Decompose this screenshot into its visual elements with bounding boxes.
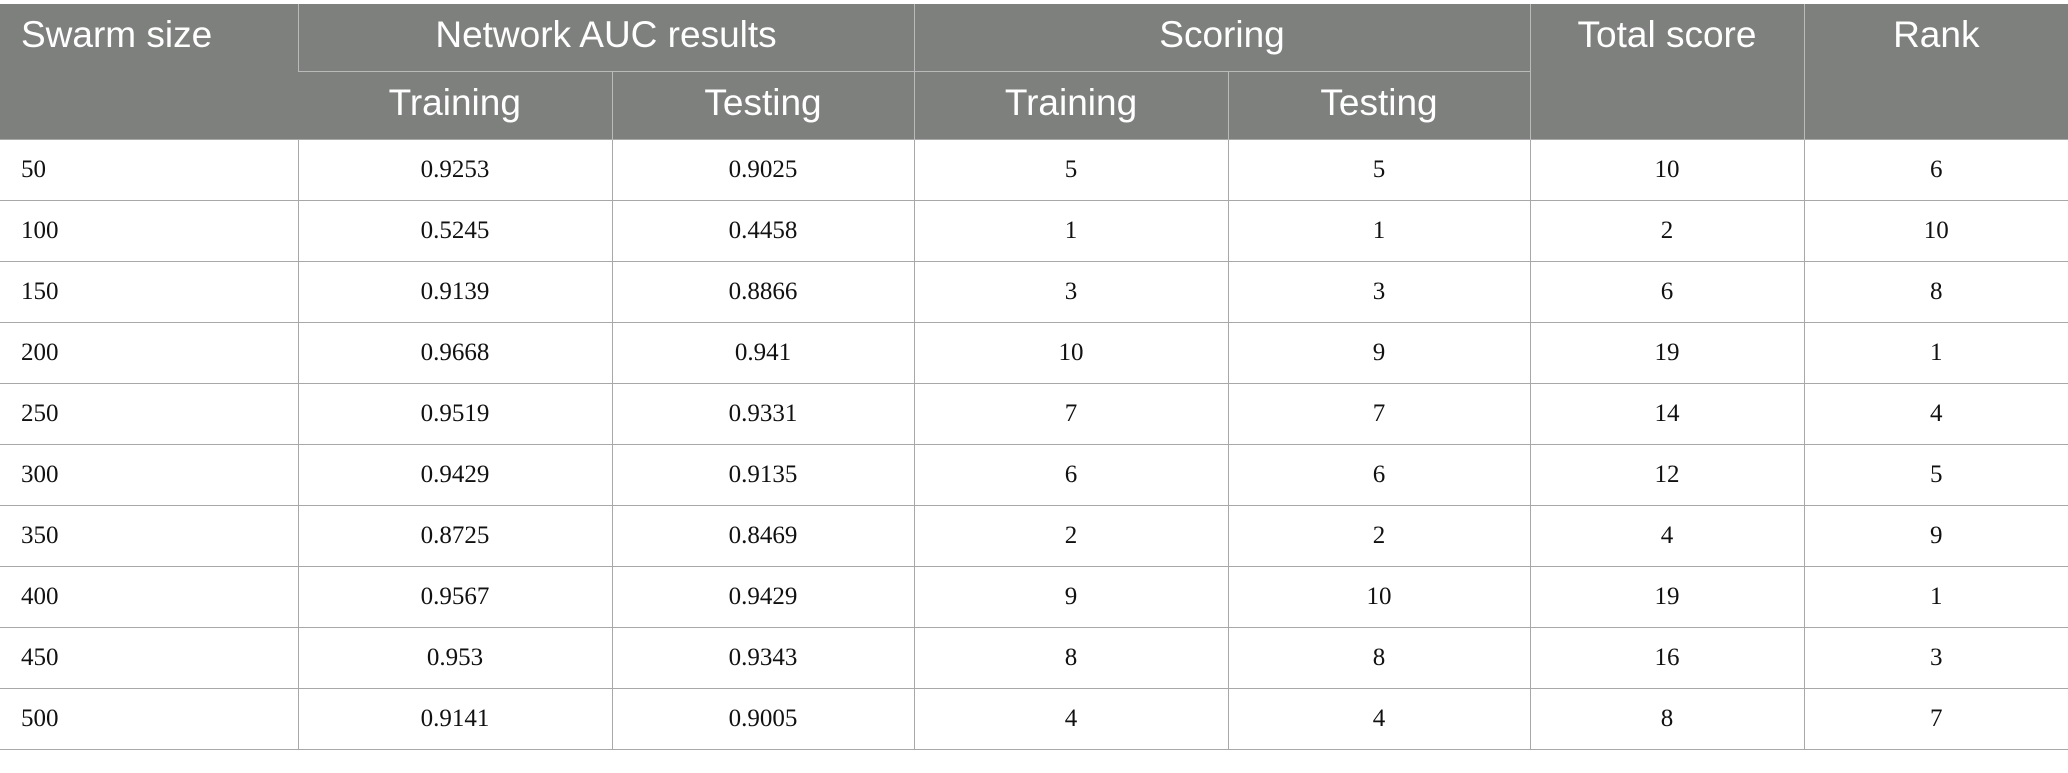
table-row: 50 0.9253 0.9025 5 5 10 6	[0, 138, 2068, 200]
table-row: 200 0.9668 0.941 10 9 19 1	[0, 321, 2068, 383]
cell-swarm-size: 500	[0, 687, 298, 750]
header-scoring: Scoring	[913, 4, 1531, 71]
cell-scoring-testing: 5	[1227, 138, 1531, 200]
cell-auc-training: 0.9139	[297, 260, 612, 322]
cell-scoring-testing: 2	[1227, 504, 1531, 566]
cell-total-score: 2	[1529, 199, 1805, 261]
cell-auc-training: 0.9567	[297, 565, 612, 627]
cell-auc-testing: 0.8866	[611, 260, 914, 322]
cell-rank: 1	[1803, 321, 2068, 383]
cell-rank: 9	[1803, 504, 2068, 566]
cell-scoring-testing: 3	[1227, 260, 1531, 322]
table-row: 350 0.8725 0.8469 2 2 4 9	[0, 504, 2068, 566]
cell-rank: 8	[1803, 260, 2068, 322]
cell-scoring-testing: 1	[1227, 199, 1531, 261]
cell-total-score: 14	[1529, 382, 1805, 444]
cell-scoring-training: 6	[913, 443, 1228, 505]
header-scoring-testing: Testing	[1227, 70, 1531, 139]
cell-scoring-training: 3	[913, 260, 1228, 322]
cell-swarm-size: 450	[0, 626, 298, 688]
cell-auc-testing: 0.9343	[611, 626, 914, 688]
cell-scoring-testing: 7	[1227, 382, 1531, 444]
cell-total-score: 16	[1529, 626, 1805, 688]
header-swarm-size: Swarm size	[0, 4, 298, 139]
header-network-auc-results: Network AUC results	[297, 4, 914, 71]
table-row: 100 0.5245 0.4458 1 1 2 10	[0, 199, 2068, 261]
cell-total-score: 12	[1529, 443, 1805, 505]
cell-scoring-training: 8	[913, 626, 1228, 688]
results-table: Swarm size Network AUC results Scoring T…	[0, 4, 2068, 750]
cell-scoring-testing: 4	[1227, 687, 1531, 750]
cell-total-score: 10	[1529, 138, 1805, 200]
cell-scoring-training: 10	[913, 321, 1228, 383]
table-row: 150 0.9139 0.8866 3 3 6 8	[0, 260, 2068, 322]
header-scoring-training: Training	[913, 70, 1228, 139]
cell-auc-testing: 0.9135	[611, 443, 914, 505]
cell-scoring-training: 2	[913, 504, 1228, 566]
cell-auc-testing: 0.8469	[611, 504, 914, 566]
header-rank: Rank	[1803, 4, 2068, 139]
cell-scoring-training: 4	[913, 687, 1228, 750]
cell-scoring-testing: 6	[1227, 443, 1531, 505]
cell-auc-training: 0.9668	[297, 321, 612, 383]
cell-scoring-testing: 10	[1227, 565, 1531, 627]
cell-rank: 3	[1803, 626, 2068, 688]
table-body: 50 0.9253 0.9025 5 5 10 6 100 0.5245 0.4458 1 1 2 10 1…	[0, 138, 2068, 750]
cell-scoring-training: 7	[913, 382, 1228, 444]
cell-swarm-size: 100	[0, 199, 298, 261]
cell-auc-training: 0.9519	[297, 382, 612, 444]
cell-total-score: 6	[1529, 260, 1805, 322]
table-row: 500 0.9141 0.9005 4 4 8 7	[0, 687, 2068, 750]
cell-auc-testing: 0.9429	[611, 565, 914, 627]
cell-rank: 4	[1803, 382, 2068, 444]
cell-rank: 1	[1803, 565, 2068, 627]
cell-scoring-training: 9	[913, 565, 1228, 627]
table-row: 250 0.9519 0.9331 7 7 14 4	[0, 382, 2068, 444]
cell-scoring-training: 5	[913, 138, 1228, 200]
cell-swarm-size: 250	[0, 382, 298, 444]
cell-total-score: 8	[1529, 687, 1805, 750]
cell-rank: 10	[1803, 199, 2068, 261]
cell-auc-training: 0.9253	[297, 138, 612, 200]
table-header: Swarm size Network AUC results Scoring T…	[0, 4, 2068, 139]
cell-swarm-size: 150	[0, 260, 298, 322]
cell-total-score: 19	[1529, 565, 1805, 627]
cell-auc-testing: 0.4458	[611, 199, 914, 261]
table-row: 450 0.953 0.9343 8 8 16 3	[0, 626, 2068, 688]
table-row: 300 0.9429 0.9135 6 6 12 5	[0, 443, 2068, 505]
cell-swarm-size: 200	[0, 321, 298, 383]
cell-auc-testing: 0.941	[611, 321, 914, 383]
table-row: 400 0.9567 0.9429 9 10 19 1	[0, 565, 2068, 627]
cell-swarm-size: 300	[0, 443, 298, 505]
cell-scoring-training: 1	[913, 199, 1228, 261]
header-auc-training: Training	[298, 70, 612, 139]
header-total-score: Total score	[1529, 4, 1805, 139]
cell-auc-training: 0.9429	[297, 443, 612, 505]
cell-auc-testing: 0.9331	[611, 382, 914, 444]
cell-rank: 5	[1803, 443, 2068, 505]
cell-scoring-testing: 8	[1227, 626, 1531, 688]
cell-total-score: 4	[1529, 504, 1805, 566]
cell-swarm-size: 350	[0, 504, 298, 566]
cell-rank: 7	[1803, 687, 2068, 750]
cell-auc-training: 0.5245	[297, 199, 612, 261]
cell-swarm-size: 50	[0, 138, 298, 200]
header-auc-testing: Testing	[611, 70, 914, 139]
cell-auc-training: 0.8725	[297, 504, 612, 566]
cell-auc-testing: 0.9005	[611, 687, 914, 750]
cell-auc-testing: 0.9025	[611, 138, 914, 200]
cell-rank: 6	[1803, 138, 2068, 200]
cell-auc-training: 0.953	[297, 626, 612, 688]
cell-swarm-size: 400	[0, 565, 298, 627]
cell-total-score: 19	[1529, 321, 1805, 383]
cell-auc-training: 0.9141	[297, 687, 612, 750]
cell-scoring-testing: 9	[1227, 321, 1531, 383]
